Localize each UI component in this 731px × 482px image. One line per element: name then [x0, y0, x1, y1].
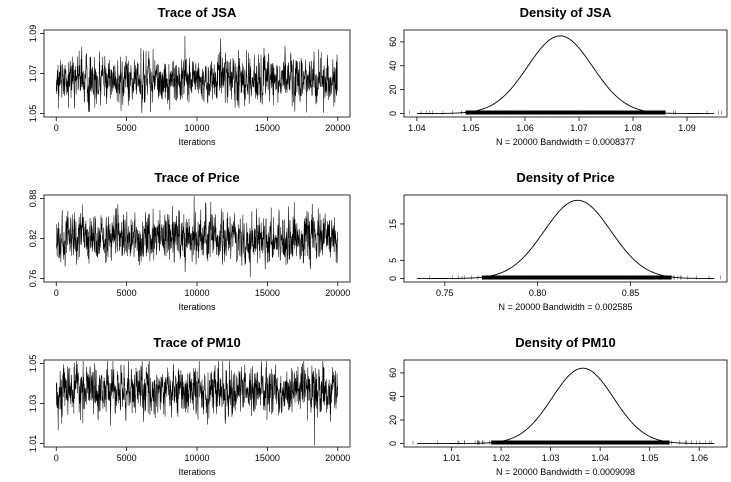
y-tick-label: 0: [388, 111, 398, 116]
panel-trace-pm10: Trace of PM10 Iterations 0 5000 10000 15000…: [28, 335, 351, 477]
x-tick-label: 1.06: [516, 123, 534, 133]
x-tick-label: 0.85: [622, 288, 640, 298]
x-tick-label: 15000: [255, 288, 280, 298]
panel-density-jsa: Density of JSA N = 20000 Bandwidth = 0.0…: [388, 5, 728, 147]
x-tick-label: 1.01: [443, 453, 461, 463]
x-tick-label: 20000: [325, 123, 350, 133]
y-tick-label: 40: [388, 391, 398, 401]
x-tick-label: 0: [54, 123, 59, 133]
y-tick-label: 0: [388, 441, 398, 446]
trace-line: [55, 360, 339, 446]
y-tick-label: 0.88: [28, 190, 38, 208]
trace-line: [55, 195, 339, 277]
y-tick-label: 0: [388, 276, 398, 281]
x-tick-label: 0: [54, 453, 59, 463]
rug-band: [481, 275, 672, 280]
panel-title: Density of JSA: [520, 5, 612, 20]
density-curve: [416, 367, 715, 444]
y-tick-label: 1.03: [28, 395, 38, 413]
x-tick-label: 1.04: [408, 123, 426, 133]
y-tick-label: 1.09: [28, 25, 38, 43]
panel-trace-price: Trace of Price Iterations 0 5000 10000 1500…: [28, 170, 351, 312]
x-axis-label: Iterations: [178, 302, 216, 312]
y-tick-label: 1.05: [28, 355, 38, 373]
x-tick-label: 1.07: [570, 123, 588, 133]
x-tick-label: 1.03: [542, 453, 560, 463]
panel-title: Trace of JSA: [158, 5, 237, 20]
y-tick-label: 60: [388, 37, 398, 47]
x-axis-label: Iterations: [178, 467, 216, 477]
plot-frame: [403, 194, 728, 283]
x-tick-label: 0.75: [436, 288, 454, 298]
panel-title: Trace of Price: [154, 170, 239, 185]
x-tick-label: 1.05: [462, 123, 480, 133]
y-tick-label: 60: [388, 368, 398, 378]
y-tick-label: 5: [388, 258, 398, 263]
y-tick-label: 0.76: [28, 270, 38, 288]
x-tick-label: 5000: [117, 288, 137, 298]
x-tick-label: 1.08: [624, 123, 642, 133]
panel-title: Trace of PM10: [153, 335, 240, 350]
x-tick-label: 1.05: [641, 453, 659, 463]
y-tick-label: 40: [388, 61, 398, 71]
x-tick-label: 10000: [184, 288, 209, 298]
y-tick-label: 1.01: [28, 435, 38, 453]
x-tick-label: 1.04: [591, 453, 609, 463]
x-tick-label: 15000: [255, 453, 280, 463]
panel-density-pm10: Density of PM10 N = 20000 Bandwidth = 0.…: [388, 335, 728, 477]
plot-frame: [403, 359, 728, 448]
x-tick-label: 10000: [184, 123, 209, 133]
x-axis-label: Iterations: [178, 137, 216, 147]
x-tick-label: 20000: [325, 453, 350, 463]
x-tick-label: 15000: [255, 123, 280, 133]
x-tick-label: 20000: [325, 288, 350, 298]
x-tick-label: 10000: [184, 453, 209, 463]
y-tick-label: 1.07: [28, 65, 38, 83]
rug-band: [465, 110, 666, 115]
plot-frame: [403, 29, 728, 118]
x-tick-label: 1.02: [492, 453, 510, 463]
y-tick-label: 20: [388, 85, 398, 95]
y-tick-label: 0.82: [28, 230, 38, 248]
trace-line: [55, 35, 338, 114]
panel-title: Density of PM10: [515, 335, 615, 350]
rug-band: [491, 440, 670, 445]
density-curve: [416, 199, 715, 279]
x-tick-label: 1.06: [690, 453, 708, 463]
x-axis-label: N = 20000 Bandwidth = 0.0008377: [496, 137, 635, 147]
x-axis-label: N = 20000 Bandwidth = 0.0009098: [496, 467, 635, 477]
x-tick-label: 5000: [117, 123, 137, 133]
panel-title: Density of Price: [516, 170, 614, 185]
panel-trace-jsa: Trace of JSA Iterations 0 5000 10000 15000 2…: [28, 5, 351, 147]
x-axis-label: N = 20000 Bandwidth = 0.002585: [498, 302, 632, 312]
x-tick-label: 5000: [117, 453, 137, 463]
y-tick-label: 15: [388, 219, 398, 229]
x-tick-label: 0.80: [529, 288, 547, 298]
panel-density-price: Density of Price N = 20000 Bandwidth = 0…: [388, 170, 728, 312]
y-tick-label: 20: [388, 415, 398, 425]
x-tick-label: 0: [54, 288, 59, 298]
x-tick-label: 1.09: [678, 123, 696, 133]
density-curve: [416, 35, 715, 114]
y-tick-label: 1.05: [28, 105, 38, 123]
